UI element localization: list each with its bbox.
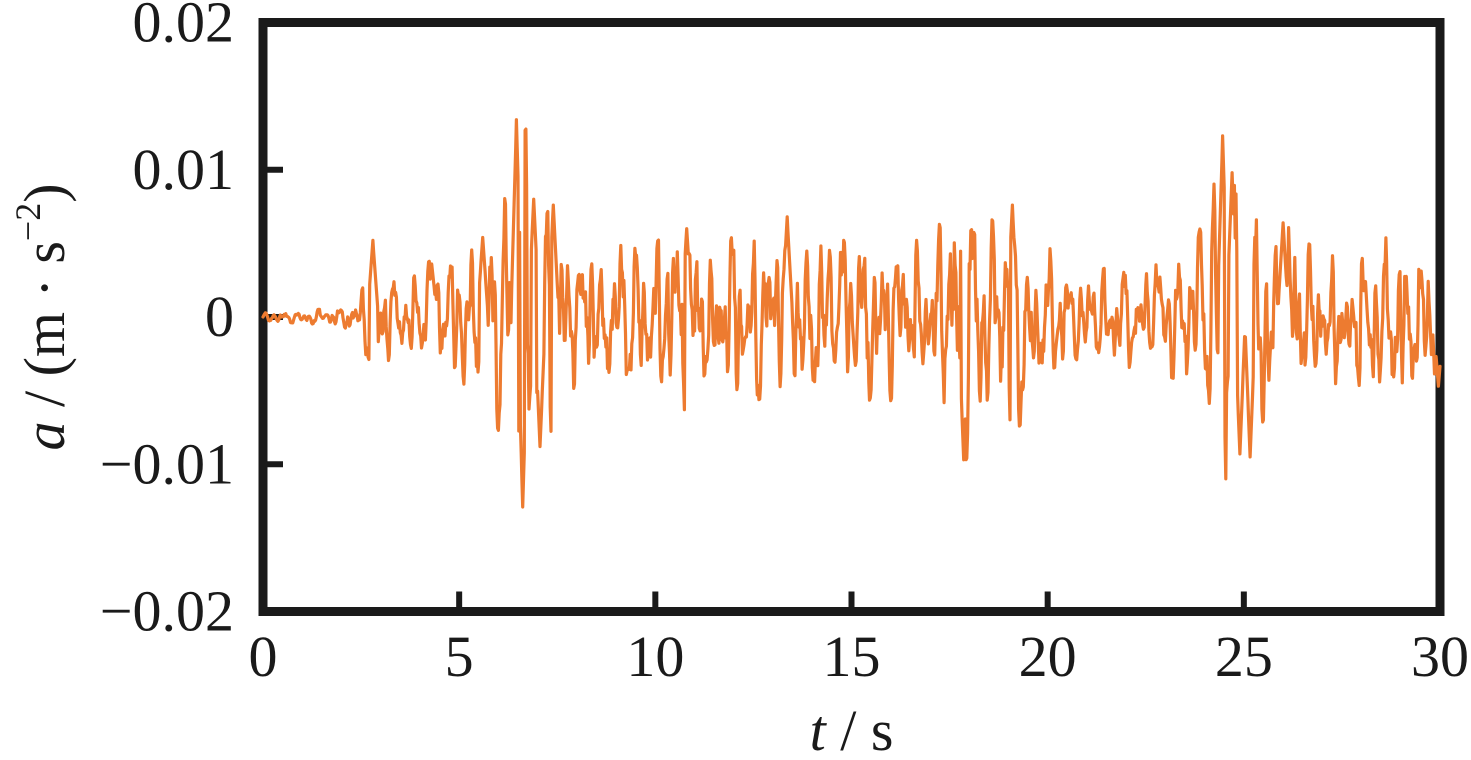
x-tick-label-15: 15	[823, 624, 881, 689]
x-tick-label-5: 5	[445, 624, 474, 689]
y-axis-variable: a	[12, 422, 77, 451]
tick-labels: 0 5 10 15 20 25 30 0.02 0.01 0 −0.01 −0.02	[100, 0, 1469, 689]
y-tick-label-0.01: 0.01	[133, 137, 235, 202]
acceleration-waveform-line	[261, 118, 1442, 509]
x-axis-variable: t	[810, 698, 828, 760]
y-tick-label-0.02: 0.02	[133, 0, 235, 55]
y-tick-label--0.01: −0.01	[100, 431, 234, 496]
y-axis-label: a / (m · s−2)	[8, 183, 77, 450]
y-axis-unit-close: )	[12, 183, 77, 202]
y-tick-label-0: 0	[205, 284, 234, 349]
y-tick-label--0.02: −0.02	[100, 579, 234, 644]
x-tick-label-30: 30	[1411, 624, 1469, 689]
x-tick-label-25: 25	[1215, 624, 1273, 689]
x-axis-label: t / s	[810, 698, 894, 760]
x-tick-label-20: 20	[1019, 624, 1077, 689]
y-axis-unit-exponent: −2	[8, 203, 48, 241]
acceleration-waveform	[261, 118, 1442, 509]
axis-labels: t / s a / (m · s−2)	[8, 183, 893, 760]
x-tick-label-0: 0	[249, 624, 278, 689]
y-axis-unit-open: / (m · s	[12, 241, 77, 421]
x-tick-label-10: 10	[626, 624, 684, 689]
x-axis-unit: / s	[826, 698, 894, 760]
